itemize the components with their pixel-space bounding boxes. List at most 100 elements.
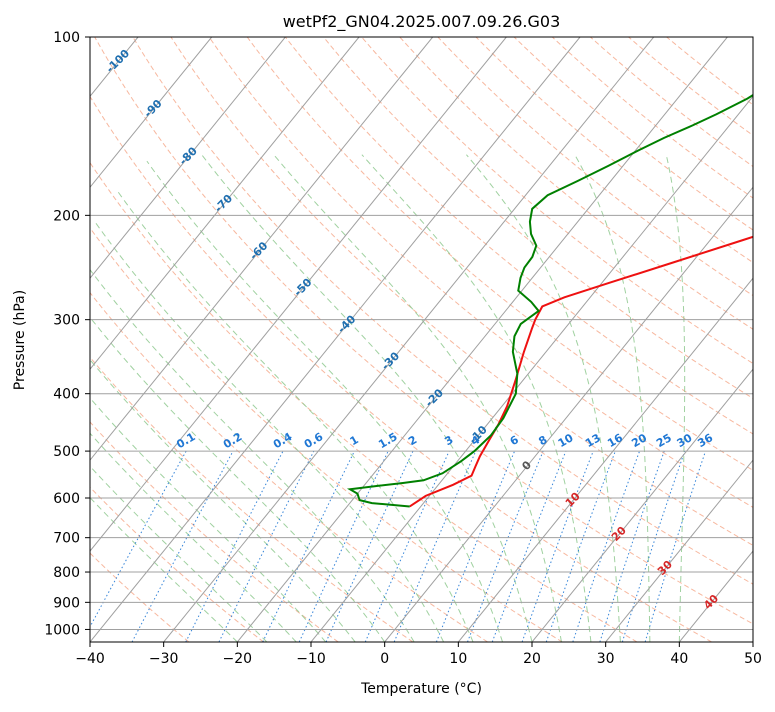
isotherm-label: -30: [379, 349, 402, 372]
dry-adiabat-line: [551, 37, 753, 199]
isotherm-line: [531, 368, 753, 642]
grid-layer: [0, 37, 753, 642]
isotherm-label: -90: [141, 97, 164, 120]
x-tick-label: 40: [670, 651, 688, 667]
isotherm-line: [457, 277, 753, 642]
y-tick-label: 700: [53, 531, 80, 547]
x-tick-label: 0: [380, 651, 389, 667]
moist-adiabat-line: [90, 268, 415, 642]
mixing-ratio-line: [644, 450, 707, 642]
isotherm-line: [236, 37, 728, 642]
isotherm-line: [0, 37, 64, 642]
mixing-ratio-line: [298, 450, 389, 642]
isotherm-line: [163, 37, 655, 642]
isotherm-label: -100: [104, 47, 133, 76]
x-tick-label: 20: [523, 651, 541, 667]
isotherm-label: -70: [212, 192, 235, 215]
mixing-ratio-line: [545, 450, 616, 642]
moist-adiabat-line: [117, 190, 474, 642]
moist-adiabat-line: [361, 154, 592, 642]
mixing-ratio-line: [521, 450, 594, 642]
moist-adiabat-line: [90, 496, 238, 642]
y-axis-label: Pressure (hPa): [12, 290, 28, 390]
isotherm-label: -50: [291, 276, 314, 299]
axis-layer: −40 −30 −20 −10 0 10 20 30 40 5010020030040050060…: [44, 30, 762, 667]
isotherm-label: 10: [563, 490, 583, 510]
x-tick-label: −40: [75, 651, 105, 667]
x-tick-label: 30: [597, 651, 615, 667]
mixing-ratio-label: 0.6: [302, 430, 326, 451]
mixing-ratio-line: [572, 450, 641, 642]
plot-frame: [89, 36, 754, 643]
mixing-ratio-label: 13: [583, 431, 603, 450]
mixing-ratio-line: [262, 450, 355, 642]
mixing-ratio-label: 0.1: [174, 430, 197, 451]
isotherm-label: -40: [335, 312, 358, 335]
moist-adiabat-line: [90, 316, 386, 642]
y-tick-label: 800: [53, 565, 80, 581]
mixing-ratio-line: [621, 450, 686, 642]
dry-adiabat-line: [90, 291, 488, 642]
x-tick-label: −20: [223, 651, 253, 667]
x-tick-label: −10: [296, 651, 326, 667]
y-tick-label: 300: [53, 313, 80, 329]
mixing-ratio-line: [435, 450, 516, 642]
isotherm-line: [90, 37, 286, 280]
x-axis-label: Temperature (°C): [360, 681, 482, 697]
moist-adiabat-line: [574, 154, 651, 642]
moist-adiabat-line: [146, 160, 504, 642]
dry-adiabat-line: [94, 37, 753, 625]
moist-adiabat-line: [90, 397, 327, 642]
dry-adiabat-line: [90, 95, 712, 642]
moist-adiabat-line: [273, 154, 562, 642]
moist-adiabat-line: [665, 154, 686, 642]
moist-adiabat-line: [95, 222, 445, 642]
mixing-ratio-label: 0.2: [221, 430, 244, 451]
moist-adiabat-line: [201, 154, 533, 642]
dewpoint-profile-line: [346, 93, 753, 508]
mixing-ratio-line: [393, 450, 477, 642]
dry-adiabat-line: [399, 37, 753, 330]
temperature-profile-line: [409, 235, 753, 508]
dry-adiabat-line: [475, 37, 753, 264]
moist-adiabat-line: [90, 358, 356, 642]
dry-adiabat-line: [132, 37, 753, 585]
dry-adiabat-line: [90, 421, 339, 642]
mixing-ratio-label: 20: [629, 431, 649, 450]
isotherm-line: [90, 37, 213, 189]
mixing-ratio-label: 25: [654, 431, 674, 450]
isotherm-label: -80: [177, 144, 200, 167]
isotherm-line: [90, 37, 434, 461]
dry-adiabat-line: [284, 37, 753, 435]
y-tick-label: 1000: [44, 622, 80, 638]
mixing-ratio-label: 30: [675, 431, 695, 450]
dry-adiabat-line: [208, 37, 753, 508]
mixing-ratio-label: 0.4: [271, 430, 295, 451]
isotherm-label: -20: [423, 386, 446, 409]
isotherm-line: [90, 37, 360, 370]
dry-adiabat-line: [90, 552, 190, 642]
isotherm-label: -60: [247, 239, 270, 262]
isotherm-label: 30: [655, 558, 675, 578]
mixing-ratio-label: 36: [695, 431, 715, 450]
mixing-ratio-label: 6: [508, 433, 521, 448]
dry-adiabat-line: [90, 227, 563, 642]
dry-adiabat-line: [666, 37, 753, 106]
isotherm-label: 40: [701, 592, 721, 612]
moist-adiabat-line: [90, 465, 268, 642]
moist-adiabat-line: [466, 154, 621, 642]
mixing-ratio-label: 10: [556, 431, 576, 450]
y-tick-label: 900: [53, 595, 80, 611]
x-tick-label: −30: [149, 651, 179, 667]
data-layer: [346, 93, 753, 508]
dry-adiabat-line: [90, 486, 264, 642]
y-tick-label: 200: [53, 208, 80, 224]
chart-title: wetPf2_GN04.2025.007.09.26.G03: [283, 12, 561, 32]
moist-adiabat-line: [90, 432, 297, 642]
isotherm-line: [90, 37, 507, 552]
mixing-ratio-label: 1: [348, 433, 361, 448]
dry-adiabat-line: [590, 37, 753, 168]
dry-adiabat-line: [513, 37, 753, 231]
